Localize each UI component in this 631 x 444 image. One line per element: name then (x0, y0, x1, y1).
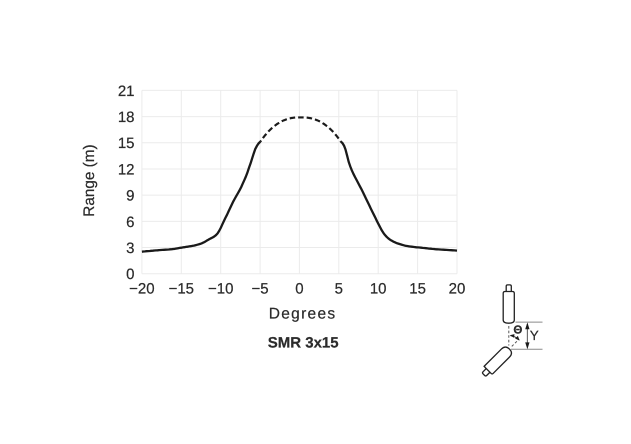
svg-text:15: 15 (118, 135, 135, 152)
svg-text:12: 12 (118, 161, 135, 178)
svg-text:20: 20 (449, 281, 466, 298)
svg-text:−20: −20 (129, 281, 154, 298)
svg-text:−10: −10 (208, 281, 233, 298)
svg-text:Degrees: Degrees (269, 306, 337, 323)
svg-text:−5: −5 (252, 281, 269, 298)
svg-text:SMR 3x15: SMR 3x15 (268, 335, 339, 352)
svg-text:0: 0 (126, 266, 134, 283)
svg-text:−15: −15 (169, 281, 194, 298)
svg-text:6: 6 (126, 214, 134, 231)
svg-text:18: 18 (118, 109, 135, 126)
svg-text:21: 21 (118, 83, 135, 100)
svg-text:9: 9 (126, 188, 134, 205)
svg-text:Range (m): Range (m) (81, 144, 98, 216)
svg-text:10: 10 (370, 281, 387, 298)
svg-text:3: 3 (126, 240, 134, 257)
svg-text:Θ: Θ (513, 323, 522, 336)
svg-text:Y: Y (530, 328, 539, 343)
svg-text:0: 0 (295, 281, 303, 298)
svg-text:15: 15 (409, 281, 426, 298)
svg-text:5: 5 (335, 281, 343, 298)
